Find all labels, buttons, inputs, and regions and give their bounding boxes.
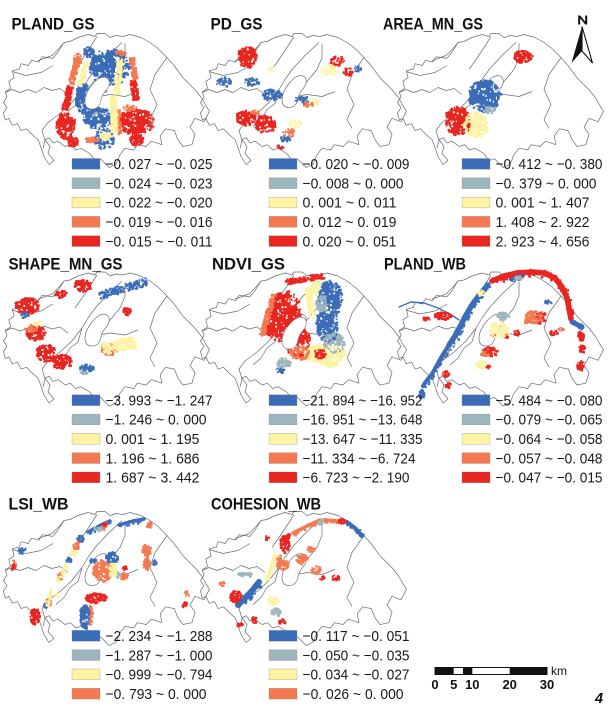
- svg-text:−0. 034 ~ −0. 027: −0. 034 ~ −0. 027: [303, 667, 410, 684]
- svg-text:−0. 379 ~ 0. 000: −0. 379 ~ 0. 000: [496, 175, 597, 192]
- svg-text:1. 408 ~ 2. 922: 1. 408 ~ 2. 922: [496, 214, 590, 231]
- svg-text:0. 001 ~ 1. 407: 0. 001 ~ 1. 407: [496, 195, 590, 212]
- svg-text:−0. 117 ~ −0. 051: −0. 117 ~ −0. 051: [303, 628, 410, 645]
- svg-text:NDVI_GS: NDVI_GS: [212, 256, 285, 274]
- svg-text:−21. 894 ~ −16. 952: −21. 894 ~ −16. 952: [303, 392, 423, 409]
- svg-text:20: 20: [502, 677, 516, 692]
- svg-text:−0. 064 ~ −0. 058: −0. 064 ~ −0. 058: [496, 431, 603, 448]
- svg-text:−1. 287 ~ −1. 000: −1. 287 ~ −1. 000: [106, 647, 213, 664]
- svg-text:−11. 334 ~ −6. 724: −11. 334 ~ −6. 724: [303, 450, 416, 467]
- svg-text:30: 30: [540, 677, 554, 692]
- svg-text:−3. 993 ~ −1. 247: −3. 993 ~ −1. 247: [106, 392, 213, 409]
- svg-text:LSI_WB: LSI_WB: [9, 496, 69, 514]
- svg-text:−0. 026 ~ 0. 000: −0. 026 ~ 0. 000: [303, 686, 404, 703]
- svg-text:−0. 047 ~ −0. 015: −0. 047 ~ −0. 015: [496, 470, 603, 487]
- svg-text:−1. 246 ~ 0. 000: −1. 246 ~ 0. 000: [106, 412, 207, 429]
- svg-text:0. 001 ~ 1. 195: 0. 001 ~ 1. 195: [106, 431, 200, 448]
- svg-text:−16. 951 ~ −13. 648: −16. 951 ~ −13. 648: [303, 412, 423, 429]
- svg-text:0. 020 ~ 0. 051: 0. 020 ~ 0. 051: [303, 233, 397, 250]
- svg-text:5: 5: [450, 677, 457, 692]
- svg-text:−0. 057 ~ −0. 048: −0. 057 ~ −0. 048: [496, 450, 603, 467]
- svg-text:−0. 022 ~ −0. 020: −0. 022 ~ −0. 020: [106, 195, 213, 212]
- svg-text:PLAND_WB: PLAND_WB: [384, 256, 466, 274]
- svg-text:−0. 020 ~ −0. 009: −0. 020 ~ −0. 009: [303, 156, 410, 173]
- svg-text:PD_GS: PD_GS: [211, 16, 263, 34]
- svg-text:−5. 484 ~ −0. 080: −5. 484 ~ −0. 080: [496, 392, 603, 409]
- svg-text:−0. 793 ~ 0. 000: −0. 793 ~ 0. 000: [106, 686, 207, 703]
- svg-text:2. 923 ~ 4. 656: 2. 923 ~ 4. 656: [496, 233, 590, 250]
- svg-text:−0. 015 ~ −0. 011: −0. 015 ~ −0. 011: [106, 233, 213, 250]
- svg-text:−0. 079 ~ −0. 065: −0. 079 ~ −0. 065: [496, 412, 603, 429]
- svg-text:−0. 050 ~ −0. 035: −0. 050 ~ −0. 035: [303, 647, 410, 664]
- svg-text:−6. 723 ~ −2. 190: −6. 723 ~ −2. 190: [303, 470, 410, 487]
- svg-text:AREA_MN_GS: AREA_MN_GS: [383, 16, 483, 34]
- svg-text:km: km: [551, 664, 567, 678]
- svg-text:−13. 647 ~ −11. 335: −13. 647 ~ −11. 335: [303, 431, 423, 448]
- svg-text:1. 196 ~ 1. 686: 1. 196 ~ 1. 686: [106, 450, 200, 467]
- svg-text:1. 687 ~ 3. 442: 1. 687 ~ 3. 442: [106, 470, 200, 487]
- svg-text:10: 10: [465, 677, 479, 692]
- svg-text:COHESION_WB: COHESION_WB: [211, 496, 321, 514]
- svg-text:−2. 234 ~ −1. 288: −2. 234 ~ −1. 288: [106, 628, 213, 645]
- svg-text:−0. 024 ~ −0. 023: −0. 024 ~ −0. 023: [106, 175, 213, 192]
- svg-text:0. 012 ~ 0. 019: 0. 012 ~ 0. 019: [303, 214, 397, 231]
- svg-text:0: 0: [431, 677, 438, 692]
- svg-text:0. 001 ~ 0. 011: 0. 001 ~ 0. 011: [303, 195, 397, 212]
- svg-text:−0. 019 ~ −0. 016: −0. 019 ~ −0. 016: [106, 214, 213, 231]
- svg-text:−0. 027 ~ −0. 025: −0. 027 ~ −0. 025: [106, 156, 213, 173]
- svg-text:−0. 008 ~ 0. 000: −0. 008 ~ 0. 000: [303, 175, 404, 192]
- svg-text:SHAPE_MN_GS: SHAPE_MN_GS: [9, 256, 123, 274]
- svg-text:PLAND_GS: PLAND_GS: [12, 16, 95, 34]
- svg-text:4: 4: [594, 691, 603, 706]
- svg-text:−0. 999 ~ −0. 794: −0. 999 ~ −0. 794: [106, 667, 213, 684]
- svg-text:−0. 412 ~ −0. 380: −0. 412 ~ −0. 380: [496, 156, 603, 173]
